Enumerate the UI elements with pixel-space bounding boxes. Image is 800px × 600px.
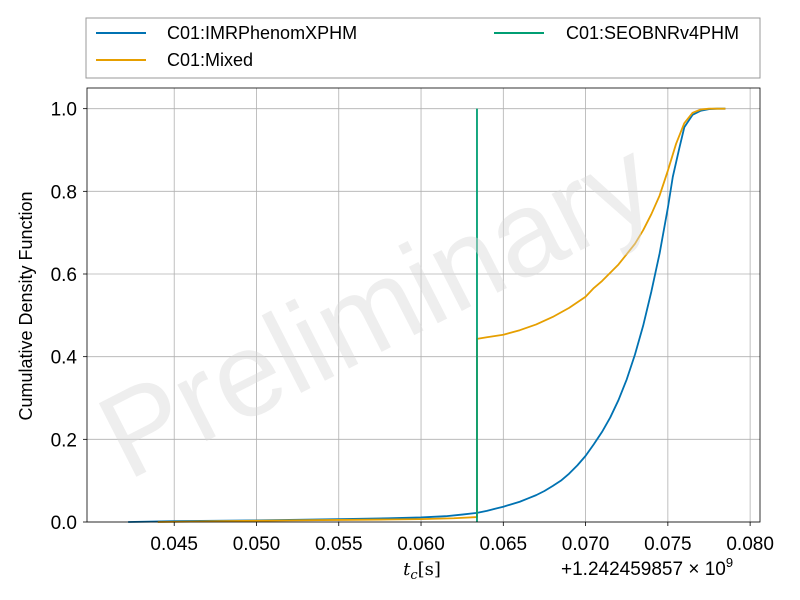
y-tick-label: 1.0 xyxy=(51,100,77,121)
x-tick-label: 0.055 xyxy=(315,534,363,555)
y-tick-label: 0.6 xyxy=(51,265,77,286)
x-tick-label: 0.075 xyxy=(644,534,692,555)
y-tick-label: 0.4 xyxy=(51,348,78,369)
legend-entry-mixed: C01:Mixed xyxy=(96,50,253,70)
grid-lines xyxy=(87,88,760,523)
x-tick-label: 0.065 xyxy=(480,534,528,555)
x-axis-ticks: 0.045 0.050 0.055 0.060 0.065 0.070 0.075 0.080 xyxy=(150,522,774,555)
watermark-text: Preliminary xyxy=(79,113,675,505)
x-tick-label: 0.070 xyxy=(562,534,610,555)
plot-frame xyxy=(86,87,761,523)
legend-entry-imrphenomxphm: C01:IMRPhenomXPHM xyxy=(96,23,357,43)
legend: C01:IMRPhenomXPHM C01:Mixed C01:SEOBNRv4… xyxy=(85,17,761,79)
legend-box xyxy=(85,17,761,79)
y-axis-ticks: 0.0 0.2 0.4 0.6 0.8 1.0 xyxy=(51,100,87,534)
y-tick-label: 0.8 xyxy=(51,182,77,203)
series-line-c01-mixed xyxy=(157,107,726,523)
y-tick-label: 0.2 xyxy=(51,430,77,451)
x-axis-offset-label: +1.242459857 × 109 xyxy=(561,555,733,580)
legend-entry-seobnrv4phm: C01:SEOBNRv4PHM xyxy=(494,23,739,43)
x-tick-label: 0.045 xyxy=(150,534,198,555)
x-tick-label: 0.080 xyxy=(726,534,774,555)
y-axis-label: Cumulative Density Function xyxy=(16,191,36,420)
x-tick-label: 0.060 xyxy=(397,534,445,555)
legend-label-imrphenomxphm: C01:IMRPhenomXPHM xyxy=(167,23,357,43)
y-tick-label: 0.0 xyxy=(51,513,77,534)
legend-label-mixed: C01:Mixed xyxy=(167,50,253,70)
x-axis-label: tc[s] xyxy=(403,559,441,583)
x-tick-label: 0.050 xyxy=(233,534,281,555)
series-lines xyxy=(128,107,726,523)
legend-label-seobnrv4phm: C01:SEOBNRv4PHM xyxy=(566,23,739,43)
series-line-c01-imrphenomxphm xyxy=(128,107,726,523)
